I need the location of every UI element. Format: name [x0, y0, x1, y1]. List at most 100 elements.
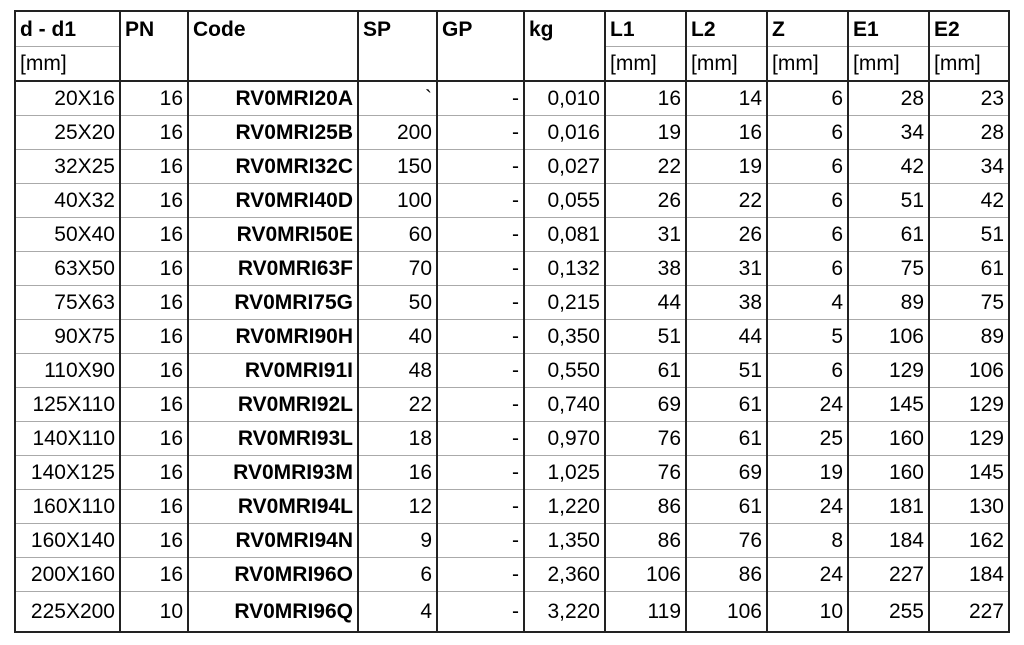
cell-l2: 44: [685, 319, 768, 354]
cell-l1: 26: [604, 183, 687, 218]
cell-l1: 16: [604, 80, 687, 116]
cell-l2: 86: [685, 557, 768, 592]
cell-pn: 16: [119, 421, 189, 456]
unit-sp: [357, 46, 438, 82]
cell-gp: -: [436, 387, 525, 422]
cell-l2: 19: [685, 149, 768, 184]
table-row: 125X110 16 RV0MRI92L 22-0,740 69 61 24 145 129: [14, 387, 1010, 422]
cell-l1: 106: [604, 557, 687, 592]
cell-code: RV0MRI96O: [187, 557, 359, 592]
cell-gp: -: [436, 285, 525, 320]
cell-size: 140X125: [14, 455, 121, 490]
unit-e1: [mm]: [847, 46, 930, 82]
cell-kg: 0,215: [523, 285, 606, 320]
cell-e2: 89: [928, 319, 1010, 354]
cell-gp: -: [436, 455, 525, 490]
cell-e2: 42: [928, 183, 1010, 218]
cell-e1: 34: [847, 115, 930, 150]
cell-pn: 16: [119, 183, 189, 218]
cell-pn: 16: [119, 80, 189, 116]
unit-code: [187, 46, 359, 82]
cell-e1: 160: [847, 421, 930, 456]
cell-code: RV0MRI40D: [187, 183, 359, 218]
cell-size: 20X16: [14, 80, 121, 116]
cell-gp: -: [436, 489, 525, 524]
cell-e1: 61: [847, 217, 930, 252]
header-e2: E2: [928, 10, 1010, 47]
table-row: 75X63 16 RV0MRI75G 50-0,215 44 38 4 89 75: [14, 285, 1010, 320]
cell-pn: 16: [119, 319, 189, 354]
cell-pn: 16: [119, 115, 189, 150]
table-row: 90X75 16 RV0MRI90H 40-0,350 51 44 5 106 89: [14, 319, 1010, 354]
header-size: d - d1: [14, 10, 121, 47]
cell-l2: 38: [685, 285, 768, 320]
cell-kg: 0,010: [523, 80, 606, 116]
table-row: 140X110 16 RV0MRI93L 18-0,970 76 61 25 160 129: [14, 421, 1010, 456]
cell-e2: 75: [928, 285, 1010, 320]
cell-l1: 69: [604, 387, 687, 422]
cell-e1: 160: [847, 455, 930, 490]
cell-sp: 70: [357, 251, 438, 286]
cell-z: 25: [766, 421, 849, 456]
header-pn: PN: [119, 10, 189, 47]
table-row: 20X16 16 RV0MRI20A ` -0,010 16 14 6 28 23: [14, 80, 1010, 116]
unit-l1: [mm]: [604, 46, 687, 82]
header-row: d - d1 PN Code SP GP kg L1 L2 Z E1 E2: [14, 10, 1010, 47]
cell-l1: 76: [604, 421, 687, 456]
unit-z: [mm]: [766, 46, 849, 82]
cell-kg: 1,350: [523, 523, 606, 558]
cell-gp: -: [436, 149, 525, 184]
cell-pn: 16: [119, 557, 189, 592]
cell-z: 5: [766, 319, 849, 354]
cell-gp: -: [436, 353, 525, 388]
cell-e2: 184: [928, 557, 1010, 592]
cell-gp: -: [436, 217, 525, 252]
cell-kg: 0,970: [523, 421, 606, 456]
cell-l2: 61: [685, 489, 768, 524]
cell-l2: 22: [685, 183, 768, 218]
cell-l1: 51: [604, 319, 687, 354]
table-row: 110X90 16 RV0MRI91I 48-0,550 61 51 6 129 106: [14, 353, 1010, 388]
cell-gp: -: [436, 523, 525, 558]
unit-kg: [523, 46, 606, 82]
cell-e2: 51: [928, 217, 1010, 252]
cell-e2: 129: [928, 387, 1010, 422]
cell-e2: 34: [928, 149, 1010, 184]
cell-e2: 61: [928, 251, 1010, 286]
cell-kg: 3,220: [523, 591, 606, 633]
cell-kg: 2,360: [523, 557, 606, 592]
cell-e2: 227: [928, 591, 1010, 633]
cell-e2: 106: [928, 353, 1010, 388]
cell-sp: 60: [357, 217, 438, 252]
cell-e1: 89: [847, 285, 930, 320]
cell-kg: 0,027: [523, 149, 606, 184]
cell-pn: 16: [119, 353, 189, 388]
header-e1: E1: [847, 10, 930, 47]
cell-pn: 16: [119, 387, 189, 422]
cell-code: RV0MRI93L: [187, 421, 359, 456]
cell-gp: -: [436, 557, 525, 592]
cell-l1: 61: [604, 353, 687, 388]
cell-sp: 48: [357, 353, 438, 388]
cell-code: RV0MRI94N: [187, 523, 359, 558]
cell-size: 75X63: [14, 285, 121, 320]
cell-code: RV0MRI32C: [187, 149, 359, 184]
cell-pn: 16: [119, 217, 189, 252]
header-code: Code: [187, 10, 359, 47]
cell-e1: 184: [847, 523, 930, 558]
cell-sp: 4: [357, 591, 438, 633]
cell-gp: -: [436, 251, 525, 286]
unit-gp: [436, 46, 525, 82]
cell-sp: 200: [357, 115, 438, 150]
cell-pn: 16: [119, 149, 189, 184]
cell-size: 25X20: [14, 115, 121, 150]
cell-sp: 22: [357, 387, 438, 422]
cell-l2: 26: [685, 217, 768, 252]
cell-sp: 16: [357, 455, 438, 490]
cell-pn: 16: [119, 455, 189, 490]
cell-sp: 50: [357, 285, 438, 320]
cell-size: 50X40: [14, 217, 121, 252]
cell-l1: 19: [604, 115, 687, 150]
cell-sp: 18: [357, 421, 438, 456]
cell-code: RV0MRI63F: [187, 251, 359, 286]
